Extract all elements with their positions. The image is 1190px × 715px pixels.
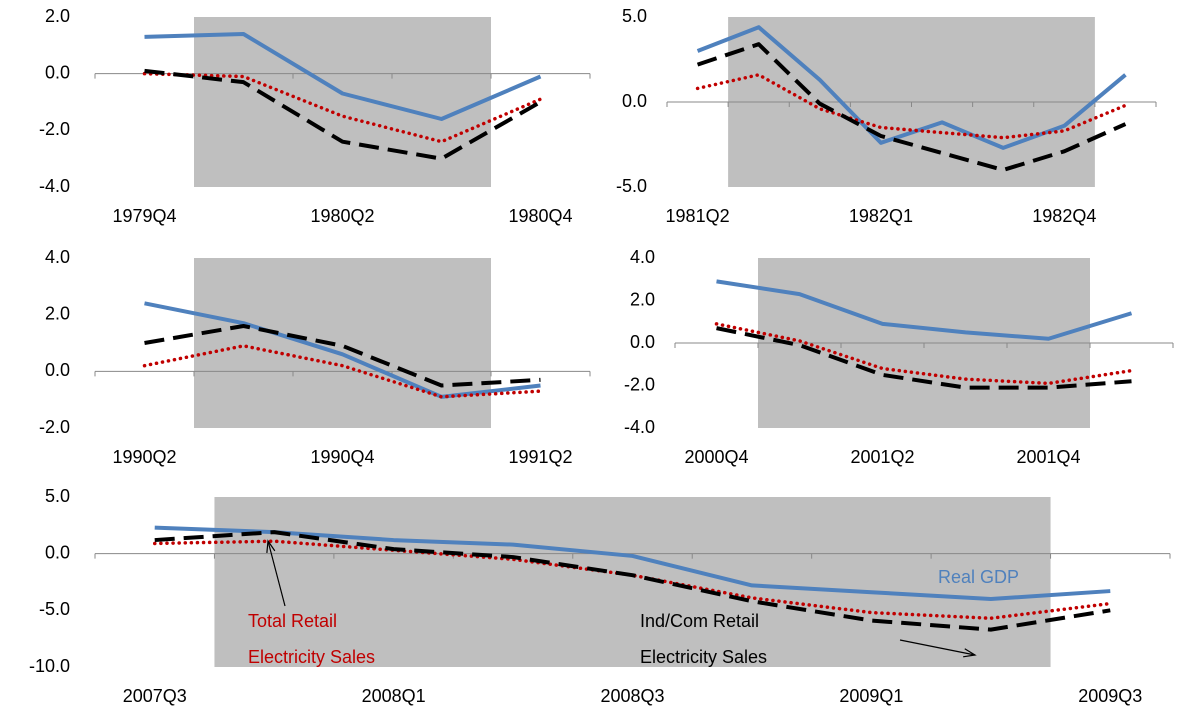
series-line <box>144 324 541 388</box>
series-line <box>696 42 1127 172</box>
annotation-arrowhead <box>963 648 977 658</box>
y-tick-label: 0.0 <box>622 91 647 111</box>
y-tick-label: -4.0 <box>39 176 70 196</box>
series-line <box>154 525 1111 601</box>
y-tick-label: 0.0 <box>630 332 655 352</box>
series-line <box>696 25 1127 150</box>
series-line <box>144 301 541 399</box>
y-tick-label: -10.0 <box>29 656 70 676</box>
x-tick-label: 1979Q4 <box>112 206 176 226</box>
series-line <box>144 32 542 121</box>
series-line <box>154 530 1111 632</box>
series-line <box>152 539 1113 621</box>
y-tick-label: 0.0 <box>45 62 70 82</box>
annotation: Ind/Com Retail <box>640 611 759 631</box>
recession-shade <box>214 497 1051 667</box>
y-tick-label: 4.0 <box>45 247 70 267</box>
y-tick-label: -2.0 <box>624 374 655 394</box>
annotation: Total Retail <box>248 611 337 631</box>
x-tick-label: 2009Q3 <box>1078 686 1142 706</box>
y-tick-label: 2.0 <box>45 6 70 26</box>
y-tick-label: 5.0 <box>622 6 647 26</box>
annotation: Real GDP <box>938 567 1019 587</box>
x-tick-label: 1990Q2 <box>112 447 176 467</box>
annotation-arrowhead <box>266 539 276 554</box>
x-tick-label: 1990Q4 <box>310 447 374 467</box>
y-tick-label: 5.0 <box>45 486 70 506</box>
x-tick-label: 2009Q1 <box>839 686 903 706</box>
x-tick-label: 2000Q4 <box>684 447 748 467</box>
y-tick-label: -5.0 <box>39 599 70 619</box>
y-tick-label: 4.0 <box>630 247 655 267</box>
y-tick-label: 2.0 <box>630 289 655 309</box>
recession-shade <box>194 258 491 428</box>
x-tick-label: 2008Q1 <box>362 686 426 706</box>
y-tick-label: 0.0 <box>45 542 70 562</box>
x-tick-label: 1991Q2 <box>508 447 572 467</box>
annotation: Electricity Sales <box>248 647 375 667</box>
series-line <box>714 322 1134 386</box>
x-tick-label: 1982Q4 <box>1032 206 1096 226</box>
series-line <box>144 68 542 161</box>
y-tick-label: -2.0 <box>39 119 70 139</box>
annotation-arrow <box>899 639 976 656</box>
x-tick-label: 2001Q4 <box>1016 447 1080 467</box>
y-tick-label: 0.0 <box>45 360 70 380</box>
annotation-arrow <box>267 540 286 607</box>
series-line <box>142 71 543 144</box>
annotation: Electricity Sales <box>640 647 767 667</box>
x-tick-label: 2001Q2 <box>850 447 914 467</box>
x-tick-label: 1980Q4 <box>508 206 572 226</box>
x-tick-label: 1982Q1 <box>849 206 913 226</box>
y-tick-label: -2.0 <box>39 417 70 437</box>
x-tick-label: 1981Q2 <box>666 206 730 226</box>
x-tick-label: 1980Q2 <box>310 206 374 226</box>
series-line <box>695 73 1128 140</box>
y-tick-label: -5.0 <box>616 176 647 196</box>
y-tick-label: -4.0 <box>624 417 655 437</box>
series-line <box>716 326 1132 390</box>
y-tick-label: 2.0 <box>45 303 70 323</box>
series-line <box>716 279 1133 341</box>
x-tick-label: 2007Q3 <box>123 686 187 706</box>
x-tick-label: 2008Q3 <box>600 686 664 706</box>
series-line <box>142 344 543 399</box>
recession-shade <box>194 17 491 187</box>
